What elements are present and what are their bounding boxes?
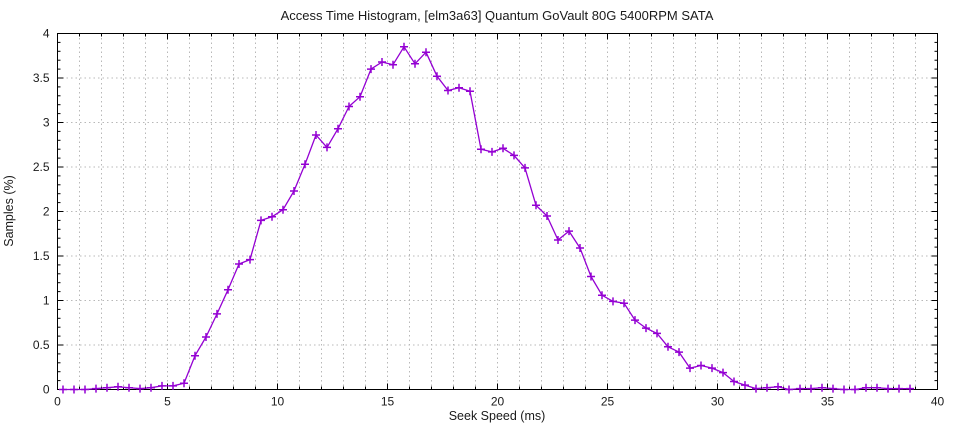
x-tick-label: 10: [271, 395, 285, 409]
chart-title: Access Time Histogram, [elm3a63] Quantum…: [280, 8, 714, 23]
tick-labels: 0 5 10 15 20 25 30 35 40 0 0.5 1 1.5 2 2.5 3 3.5 4: [33, 27, 945, 409]
y-tick-label: 1.5: [33, 249, 50, 263]
x-tick-label: 5: [164, 395, 171, 409]
plot-border: [57, 33, 938, 390]
x-tick-label: 20: [491, 395, 505, 409]
y-tick-label: 0: [43, 383, 50, 397]
x-tick-label: 15: [381, 395, 395, 409]
series-line: [63, 46, 910, 391]
y-tick-label: 0.5: [33, 338, 50, 352]
y-tick-label: 4: [43, 27, 50, 41]
x-tick-label: 25: [601, 395, 615, 409]
x-tick-label: 0: [54, 395, 61, 409]
data-point-markers: [59, 42, 914, 394]
y-tick-label: 3.5: [33, 71, 50, 85]
x-tick-label: 30: [711, 395, 725, 409]
y-tick-label: 2.5: [33, 160, 50, 174]
x-axis-label: Seek Speed (ms): [448, 409, 546, 423]
x-tick-label: 40: [931, 395, 945, 409]
y-tick-label: 3: [43, 116, 50, 130]
y-tick-label: 1: [43, 294, 50, 308]
y-tick-label: 2: [43, 205, 50, 219]
x-tick-label: 35: [821, 395, 835, 409]
gridlines: [57, 33, 938, 390]
plus-marker-path: [59, 42, 914, 394]
